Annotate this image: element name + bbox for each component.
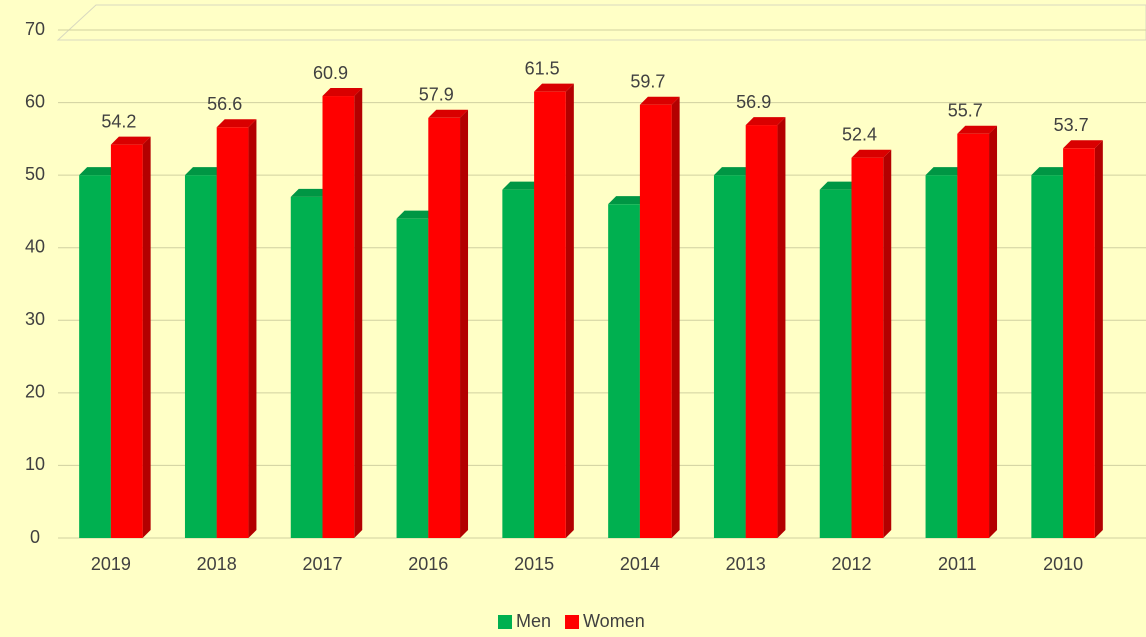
bar-side: [566, 84, 574, 538]
x-tick-label: 2013: [726, 554, 766, 574]
y-tick-label: 60: [25, 91, 45, 111]
bar-side: [1095, 140, 1103, 538]
bar: [640, 105, 672, 538]
data-label: 57.9: [419, 85, 454, 105]
bar: [1031, 175, 1063, 538]
x-tick-label: 2019: [91, 554, 131, 574]
bar: [502, 190, 534, 538]
data-label: 56.6: [207, 94, 242, 114]
bar: [185, 175, 217, 538]
bar: [1063, 148, 1095, 538]
x-tick-label: 2018: [197, 554, 237, 574]
y-tick-label: 10: [25, 454, 45, 474]
bar: [79, 175, 111, 538]
bar: [746, 125, 778, 538]
bar: [397, 219, 429, 538]
x-tick-label: 2015: [514, 554, 554, 574]
bar: [111, 145, 143, 538]
bar-side: [354, 88, 362, 538]
bar: [820, 190, 852, 538]
bar-side: [460, 110, 468, 538]
x-tick-label: 2011: [938, 554, 977, 574]
bar-side: [248, 119, 256, 538]
bar: [428, 118, 460, 538]
bar-side: [672, 97, 680, 538]
data-label: 59.7: [630, 71, 665, 91]
bar-side: [883, 150, 891, 538]
x-tick-label: 2010: [1043, 554, 1083, 574]
legend-swatch: [498, 615, 512, 629]
data-label: 53.7: [1054, 115, 1089, 135]
bar: [217, 127, 249, 538]
x-tick-label: 2012: [831, 554, 871, 574]
bar: [291, 197, 323, 538]
data-label: 61.5: [525, 58, 560, 78]
y-tick-label: 20: [25, 382, 45, 402]
bar: [926, 175, 958, 538]
bar: [534, 92, 566, 538]
bar: [323, 96, 355, 538]
y-tick-label: 0: [30, 527, 40, 547]
y-tick-label: 30: [25, 309, 45, 329]
data-label: 56.9: [736, 92, 771, 112]
data-label: 60.9: [313, 63, 348, 83]
legend-label: Women: [583, 611, 645, 631]
bar: [608, 204, 640, 538]
legend-label: Men: [516, 611, 551, 631]
bar-side: [777, 117, 785, 538]
chart: 0 10 20 30 40 50 60 70 2019 54.2 2018 56.6 2017 60.9 2…: [0, 0, 1146, 637]
y-tick-label: 40: [25, 236, 45, 256]
legend-swatch: [565, 615, 579, 629]
y-tick-label: 50: [25, 164, 45, 184]
x-tick-label: 2014: [620, 554, 660, 574]
bar: [852, 158, 884, 538]
y-tick-label: 70: [25, 19, 45, 39]
bar: [957, 134, 989, 538]
data-label: 52.4: [842, 124, 877, 144]
data-label: 54.2: [101, 111, 136, 131]
bar: [714, 175, 746, 538]
data-label: 55.7: [948, 101, 983, 121]
bar-side: [143, 137, 151, 538]
x-tick-label: 2016: [408, 554, 448, 574]
x-tick-label: 2017: [302, 554, 342, 574]
bar-side: [989, 126, 997, 538]
